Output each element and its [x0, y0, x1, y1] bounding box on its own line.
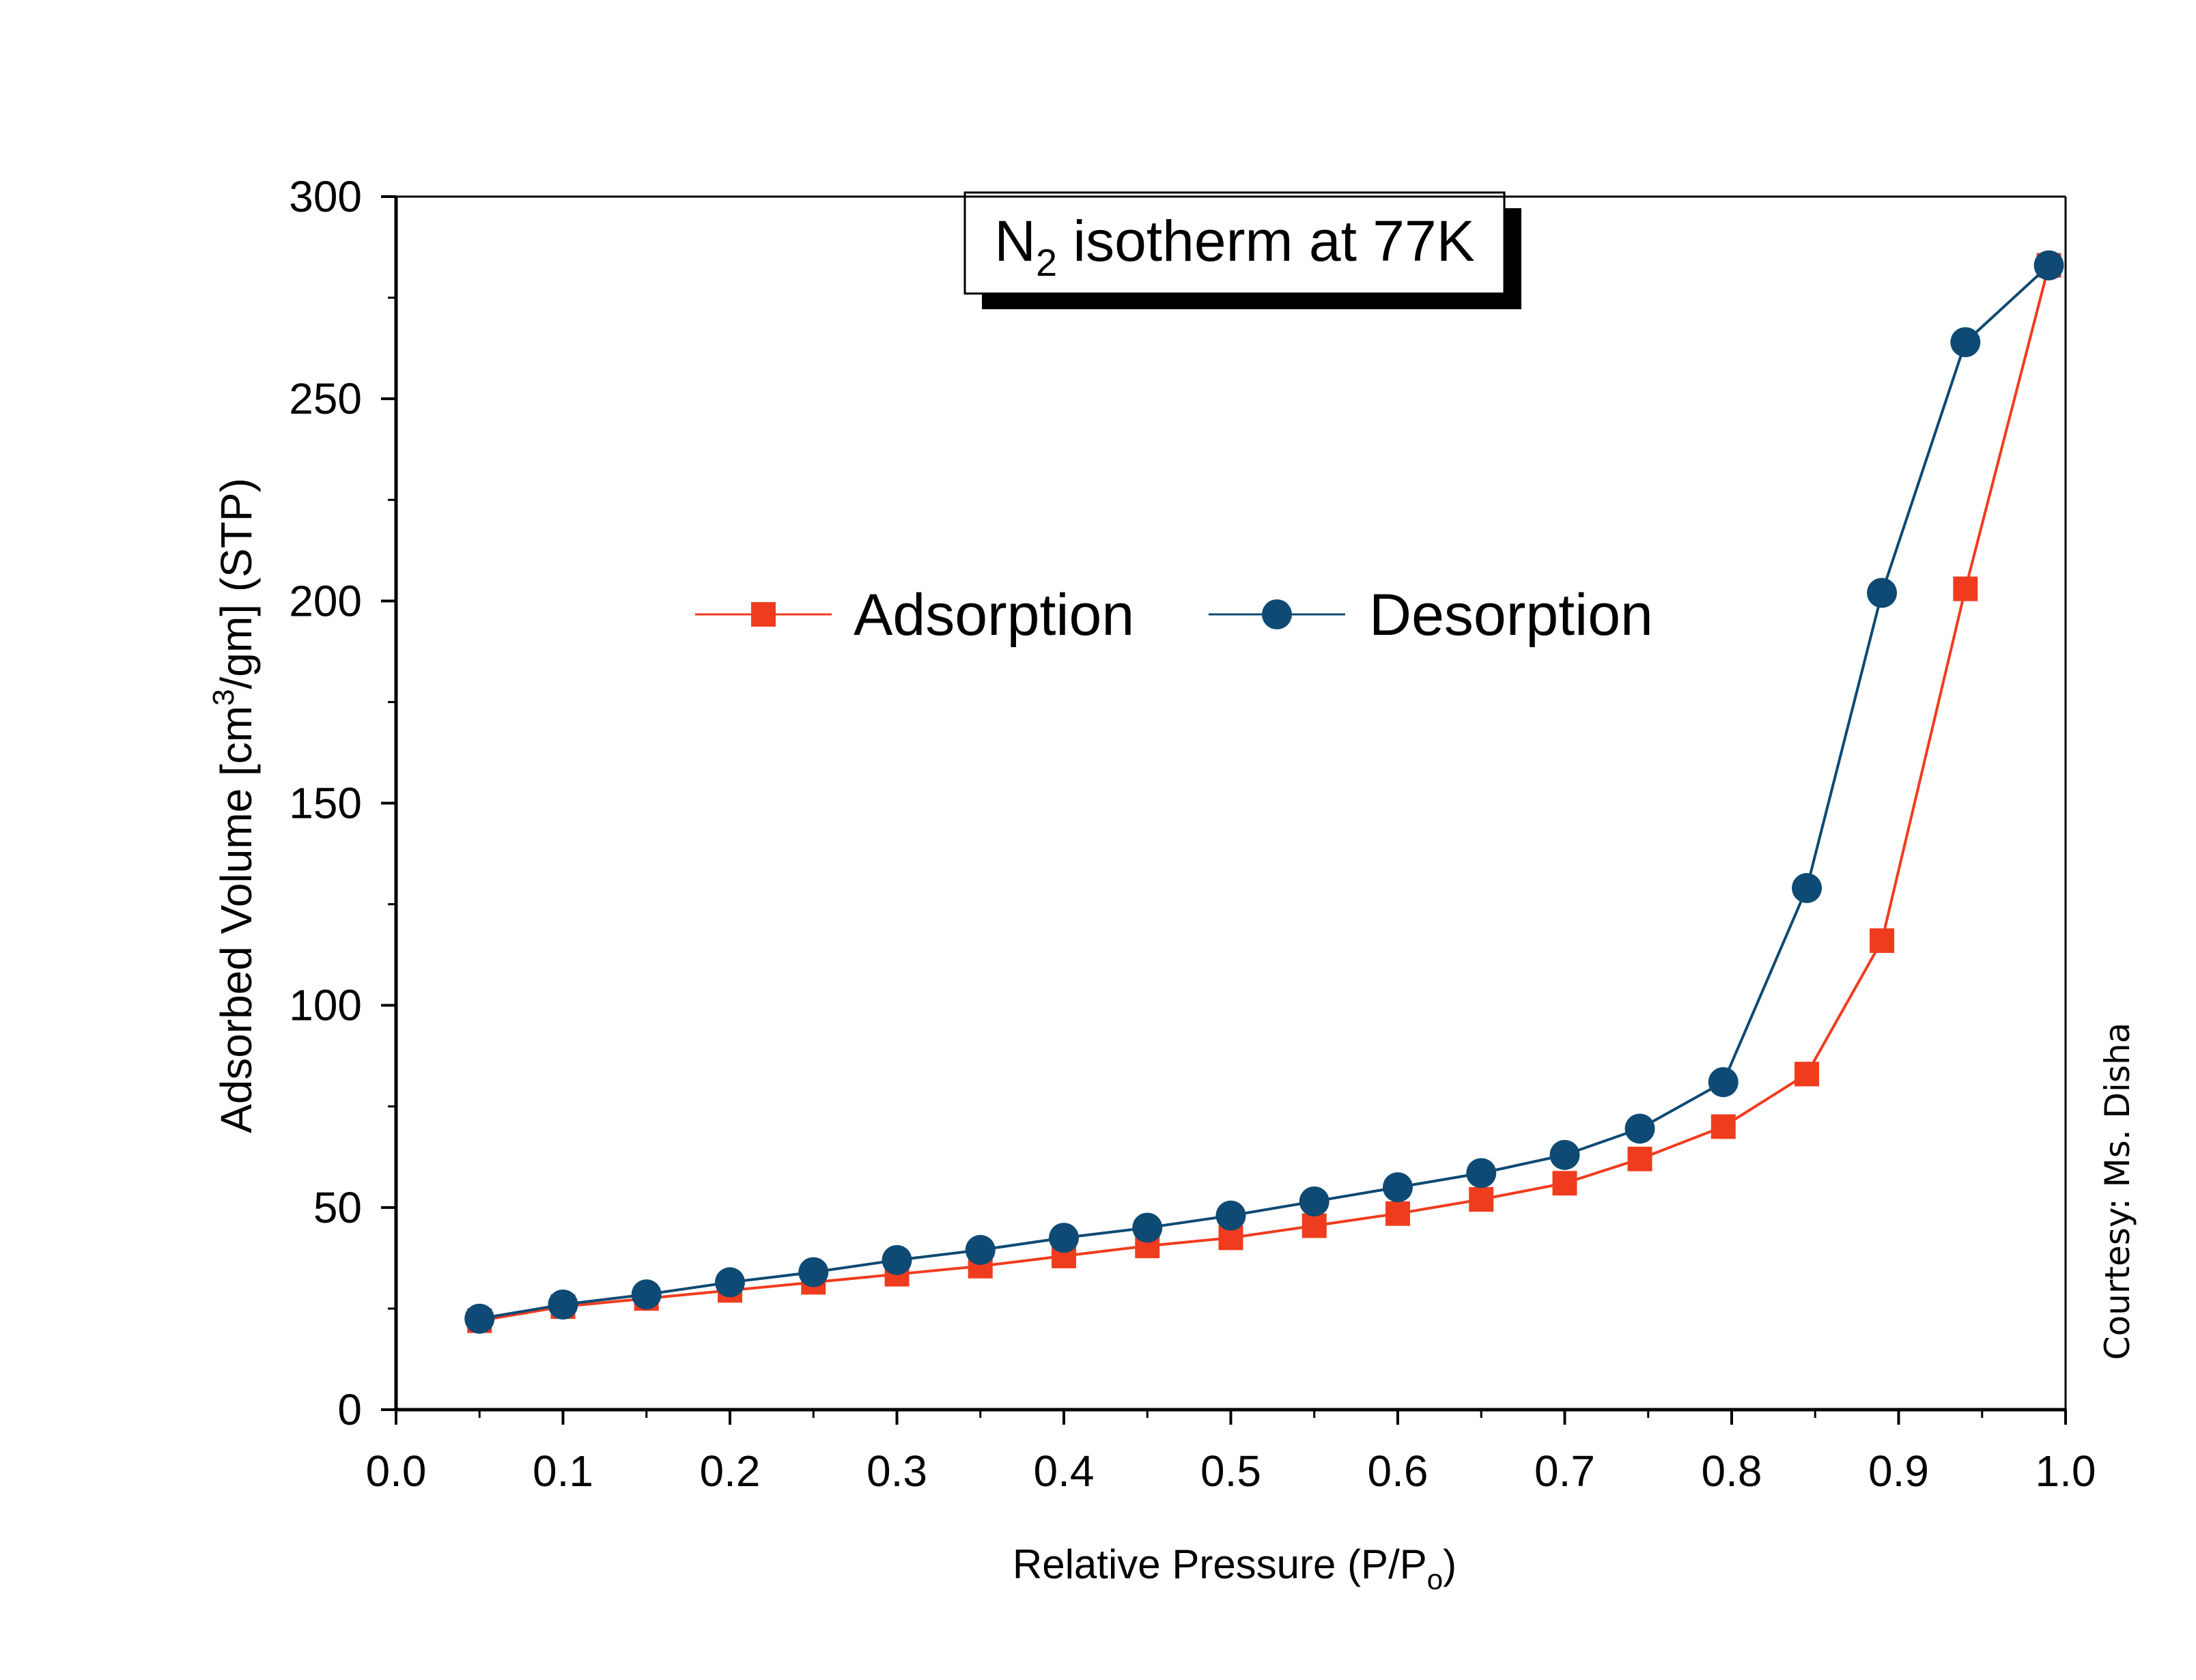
adsorption-point: [1385, 1201, 1410, 1226]
legend-adsorption-label: Adsorption: [854, 582, 1134, 648]
x-tick-label: 0.2: [700, 1447, 761, 1496]
legend-adsorption-marker: [751, 602, 776, 627]
legend: Adsorption Desorption: [695, 582, 1653, 648]
desorption-point: [1132, 1212, 1163, 1243]
x-tick-label: 0.0: [366, 1447, 427, 1496]
desorption-point: [965, 1235, 996, 1266]
credit-text: Courtesy: Ms. Disha: [2098, 1023, 2137, 1361]
x-axis-title: Relative Pressure (P/Po): [1013, 1541, 1456, 1595]
y-tick-label: 150: [289, 779, 362, 828]
legend-desorption-marker: [1262, 599, 1292, 629]
desorption-point: [1215, 1200, 1246, 1231]
x-tick-label: 0.3: [867, 1447, 927, 1496]
x-axis-ticks: 0.0 0.1 0.2 0.3 0.4 0.5 0.6 0.7 0.8 0.9 1.0: [366, 1410, 2096, 1496]
y-tick-label: 100: [289, 981, 362, 1030]
adsorption-point: [1794, 1062, 1820, 1087]
y-tick-label: 300: [289, 172, 362, 221]
desorption-point: [1383, 1172, 1413, 1203]
adsorption-point: [1627, 1146, 1652, 1171]
desorption-point: [1867, 578, 1898, 608]
y-axis-title: Adsorbed Volume [cm3/gm] (STP): [207, 478, 261, 1133]
x-tick-label: 0.7: [1534, 1447, 1595, 1496]
desorption-point: [2033, 250, 2064, 281]
x-tick-label: 0.1: [533, 1447, 593, 1496]
adsorption-point: [1870, 928, 1895, 953]
legend-item-desorption: Desorption: [1209, 582, 1653, 648]
y-axis-ticks: 0 50 100 150 200 250 300: [289, 172, 396, 1434]
desorption-point: [464, 1303, 495, 1334]
desorption-point: [631, 1279, 662, 1310]
adsorption-point: [1953, 576, 1978, 601]
y-tick-label: 50: [313, 1183, 362, 1232]
legend-item-adsorption: Adsorption: [695, 582, 1134, 648]
series-desorption: [464, 250, 2064, 1334]
desorption-point: [548, 1289, 578, 1320]
chart-title: N2 isotherm at 77K: [994, 209, 1474, 284]
x-tick-label: 0.8: [1702, 1447, 1762, 1496]
desorption-point: [1466, 1158, 1497, 1188]
desorption-point: [715, 1267, 745, 1298]
adsorption-point: [1469, 1186, 1494, 1212]
y-tick-label: 250: [289, 374, 362, 423]
x-tick-label: 0.6: [1368, 1447, 1428, 1496]
y-tick-label: 0: [337, 1385, 362, 1434]
desorption-point: [1299, 1186, 1329, 1216]
desorption-point: [1624, 1113, 1655, 1144]
desorption-point: [1049, 1223, 1079, 1253]
desorption-point: [1792, 872, 1822, 903]
legend-desorption-label: Desorption: [1369, 582, 1653, 648]
x-tick-label: 1.0: [2036, 1447, 2096, 1496]
desorption-point: [1950, 327, 1981, 358]
x-tick-label: 0.4: [1034, 1447, 1095, 1496]
desorption-point: [1549, 1139, 1580, 1170]
y-tick-label: 200: [289, 576, 362, 625]
desorption-point: [882, 1244, 912, 1275]
adsorption-point: [1711, 1114, 1736, 1139]
desorption-point: [1708, 1067, 1738, 1098]
x-tick-label: 0.9: [1868, 1447, 1929, 1496]
title-box-frame: [963, 191, 1506, 295]
data-series: [464, 250, 2064, 1334]
adsorption-point: [1301, 1213, 1327, 1238]
adsorption-point: [1552, 1171, 1577, 1196]
adsorption-line: [479, 265, 2051, 1322]
x-tick-label: 0.5: [1200, 1447, 1261, 1496]
chart-title-box: N2 isotherm at 77K: [963, 191, 1521, 309]
desorption-point: [798, 1257, 829, 1287]
